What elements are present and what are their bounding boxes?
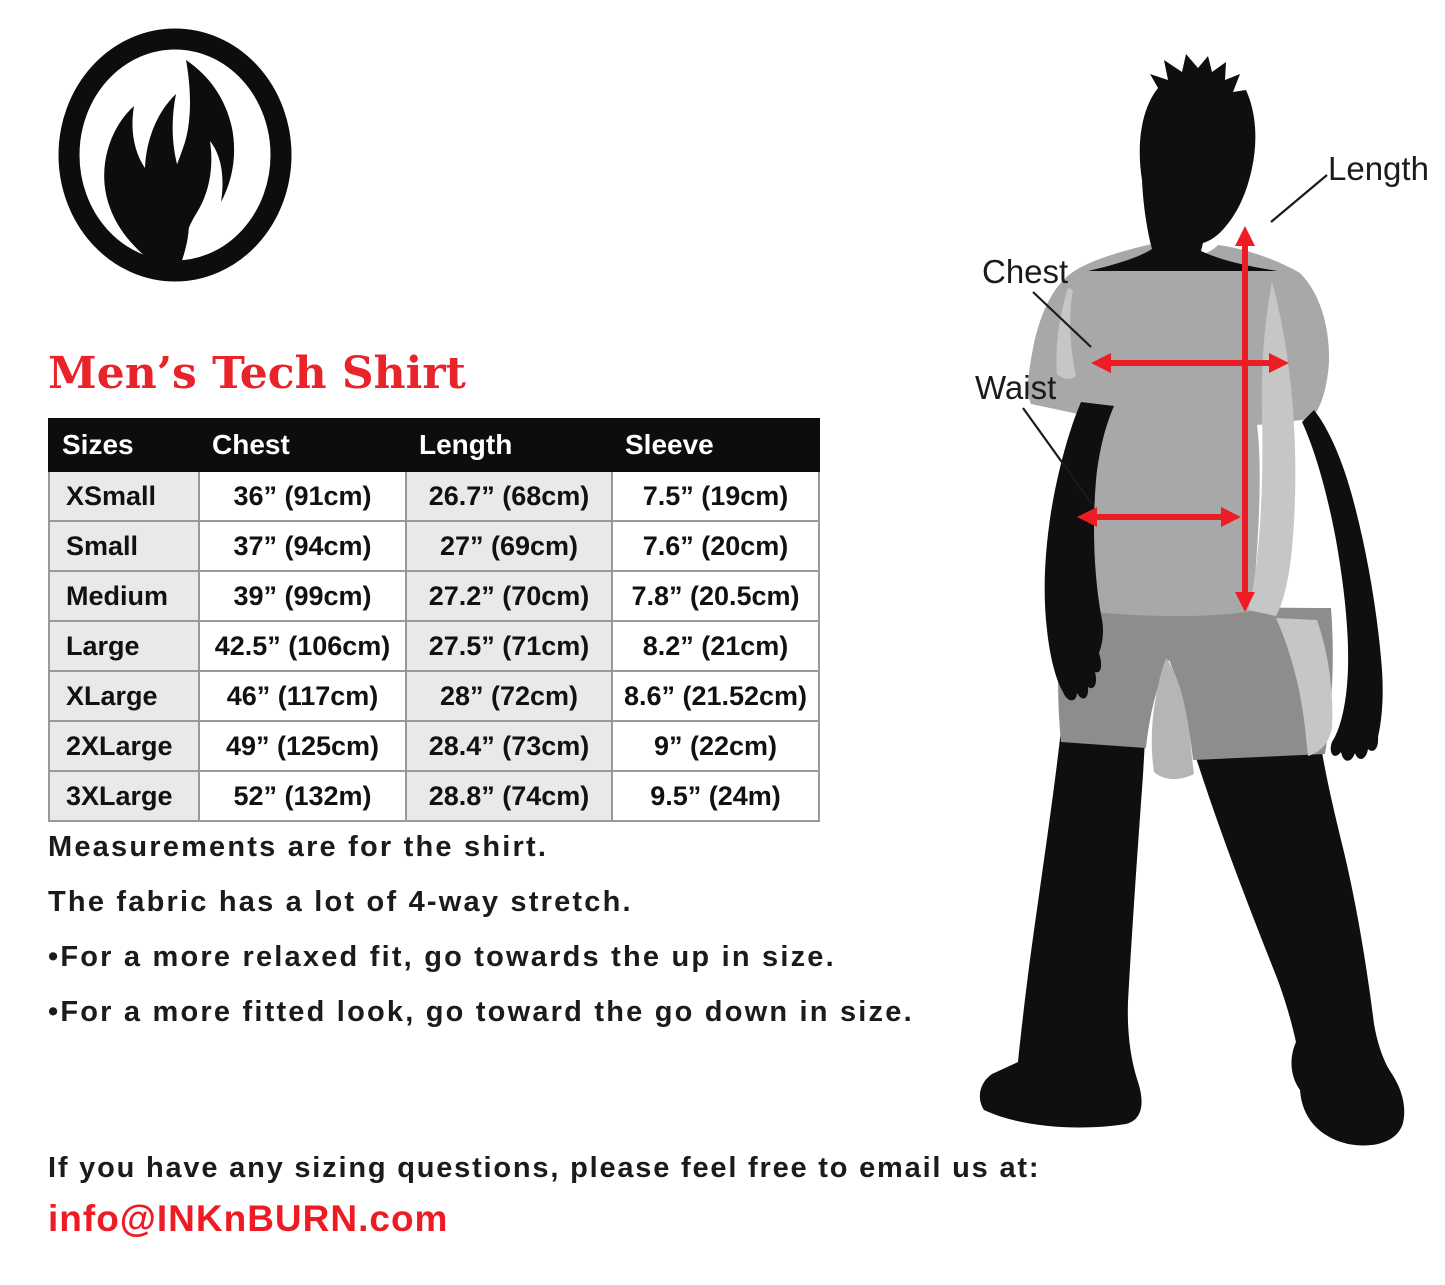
waist-pointer-line [1022, 407, 1093, 505]
measurement-figure: Length Chest Waist [975, 54, 1429, 1146]
length-pointer-line [1270, 174, 1328, 223]
note-measurements: Measurements are for the shirt. [48, 831, 549, 863]
chest-cell: 49” (125cm) [198, 720, 407, 772]
note-stretch: The fabric has a lot of 4-way stretch. [48, 886, 633, 918]
chest-label: Chest [982, 253, 1068, 290]
length-arrow [1235, 226, 1255, 612]
chest-arrow [1091, 353, 1289, 373]
table-row: 2XLarge 49” (125cm) 28.4” (73cm) 9” (22c… [48, 720, 820, 772]
table-row: 3XLarge 52” (132m) 28.8” (74cm) 9.5” (24… [48, 770, 820, 822]
sleeve-cell: 7.6” (20cm) [611, 520, 820, 572]
left-arm-silhouette [1044, 402, 1114, 701]
length-cell: 28” (72cm) [405, 670, 613, 722]
size-cell: XSmall [48, 470, 200, 522]
size-cell: Medium [48, 570, 200, 622]
flame-logo-icon [58, 28, 292, 282]
table-row: XSmall 36” (91cm) 26.7” (68cm) 7.5” (19c… [48, 470, 820, 522]
chest-pointer-line [1032, 291, 1092, 348]
length-label: Length [1328, 150, 1429, 187]
length-cell: 27.5” (71cm) [405, 620, 613, 672]
sleeve-cell: 7.5” (19cm) [611, 470, 820, 522]
sleeve-cell: 9.5” (24m) [611, 770, 820, 822]
size-cell: Large [48, 620, 200, 672]
table-row: Large 42.5” (106cm) 27.5” (71cm) 8.2” (2… [48, 620, 820, 672]
contact-email: info@INKnBURN.com [48, 1198, 449, 1239]
shorts [1058, 600, 1333, 760]
length-cell: 28.8” (74cm) [405, 770, 613, 822]
size-cell: Small [48, 520, 200, 572]
contact-prompt: If you have any sizing questions, please… [48, 1152, 1041, 1184]
head-silhouette [1088, 54, 1278, 271]
size-table: Sizes Chest Length Sleeve XSmall 36” (91… [48, 418, 820, 822]
chest-cell: 46” (117cm) [198, 670, 407, 722]
right-arm-silhouette [1302, 410, 1383, 761]
fit-notes: Measurements are for the shirt. The fabr… [48, 820, 914, 1040]
column-header-chest: Chest [198, 418, 407, 472]
length-cell: 27.2” (70cm) [405, 570, 613, 622]
chest-cell: 36” (91cm) [198, 470, 407, 522]
column-header-length: Length [405, 418, 613, 472]
sleeve-cell: 8.6” (21.52cm) [611, 670, 820, 722]
chest-cell: 37” (94cm) [198, 520, 407, 572]
note-relaxed-fit: •For a more relaxed fit, go towards the … [48, 941, 836, 973]
logo-flame-right [164, 60, 235, 268]
length-cell: 27” (69cm) [405, 520, 613, 572]
length-cell: 28.4” (73cm) [405, 720, 613, 772]
length-cell: 26.7” (68cm) [405, 470, 613, 522]
waist-label: Waist [975, 369, 1056, 406]
chest-cell: 52” (132m) [198, 770, 407, 822]
right-leg-silhouette [1191, 742, 1405, 1146]
column-header-sizes: Sizes [48, 418, 200, 472]
note-fitted-look: •For a more fitted look, go toward the g… [48, 996, 914, 1028]
shorts-center-flap [1151, 658, 1194, 780]
size-cell: XLarge [48, 670, 200, 722]
size-cell: 3XLarge [48, 770, 200, 822]
shirt-highlight-sleeve [1056, 288, 1076, 379]
size-cell: 2XLarge [48, 720, 200, 772]
table-row: Medium 39” (99cm) 27.2” (70cm) 7.8” (20.… [48, 570, 820, 622]
shirt-highlight-hip [1276, 618, 1333, 756]
table-row: Small 37” (94cm) 27” (69cm) 7.6” (20cm) [48, 520, 820, 572]
sleeve-cell: 8.2” (21cm) [611, 620, 820, 672]
sleeve-cell: 7.8” (20.5cm) [611, 570, 820, 622]
column-header-sleeve: Sleeve [611, 418, 820, 472]
sleeve-cell: 9” (22cm) [611, 720, 820, 772]
waist-arrow [1077, 507, 1241, 527]
size-table-header-row: Sizes Chest Length Sleeve [48, 418, 820, 472]
page-title: Men’s Tech Shirt [48, 348, 466, 399]
chest-cell: 42.5” (106cm) [198, 620, 407, 672]
shirt [1028, 244, 1330, 617]
left-leg-silhouette [979, 730, 1145, 1128]
table-row: XLarge 46” (117cm) 28” (72cm) 8.6” (21.5… [48, 670, 820, 722]
chest-cell: 39” (99cm) [198, 570, 407, 622]
